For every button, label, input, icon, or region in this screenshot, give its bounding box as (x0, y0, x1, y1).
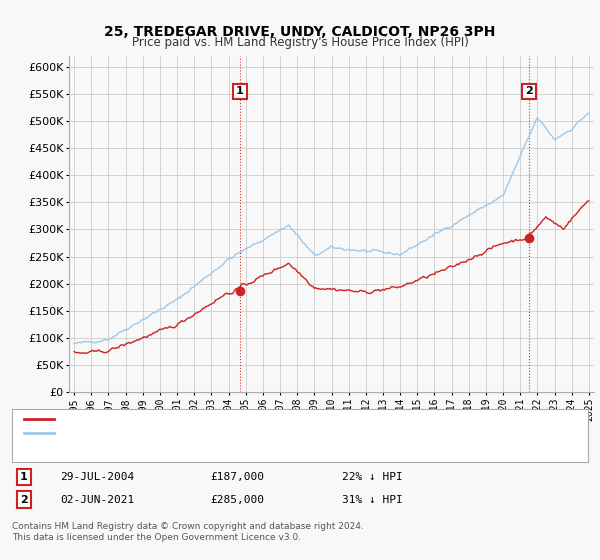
Text: 31% ↓ HPI: 31% ↓ HPI (342, 494, 403, 505)
Text: £285,000: £285,000 (210, 494, 264, 505)
Text: HPI: Average price, detached house, Monmouthshire: HPI: Average price, detached house, Monm… (60, 428, 334, 438)
Text: 22% ↓ HPI: 22% ↓ HPI (342, 472, 403, 482)
Text: Price paid vs. HM Land Registry's House Price Index (HPI): Price paid vs. HM Land Registry's House … (131, 36, 469, 49)
Text: 1: 1 (236, 86, 244, 96)
Text: £187,000: £187,000 (210, 472, 264, 482)
Text: 2: 2 (525, 86, 533, 96)
Text: Contains HM Land Registry data © Crown copyright and database right 2024.: Contains HM Land Registry data © Crown c… (12, 522, 364, 531)
Text: 29-JUL-2004: 29-JUL-2004 (60, 472, 134, 482)
Text: 1: 1 (20, 472, 28, 482)
Text: 25, TREDEGAR DRIVE, UNDY, CALDICOT, NP26 3PH (detached house): 25, TREDEGAR DRIVE, UNDY, CALDICOT, NP26… (60, 414, 419, 424)
Text: 02-JUN-2021: 02-JUN-2021 (60, 494, 134, 505)
Text: 25, TREDEGAR DRIVE, UNDY, CALDICOT, NP26 3PH: 25, TREDEGAR DRIVE, UNDY, CALDICOT, NP26… (104, 25, 496, 39)
Text: 2: 2 (20, 494, 28, 505)
Text: This data is licensed under the Open Government Licence v3.0.: This data is licensed under the Open Gov… (12, 533, 301, 542)
